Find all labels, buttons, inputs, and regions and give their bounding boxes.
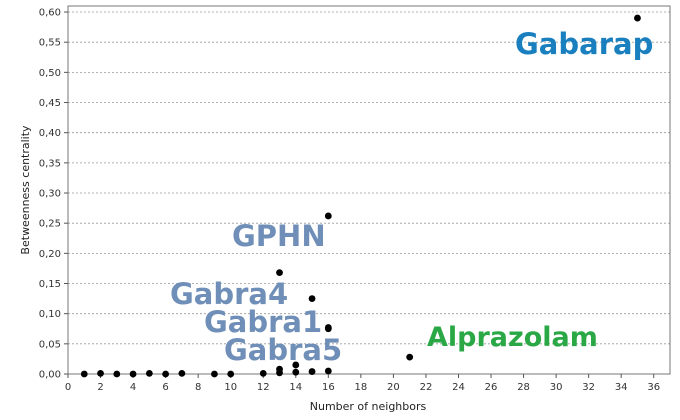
x-tick-label: 10: [224, 382, 237, 393]
data-point: [259, 369, 267, 377]
data-points: [80, 14, 641, 378]
grid-lines: [68, 11, 670, 345]
y-tick-label: 0,10: [39, 309, 61, 320]
x-tick-label: 28: [517, 382, 530, 393]
data-point: [634, 14, 641, 22]
data-point: [145, 369, 153, 377]
y-tick-label: 0,35: [39, 158, 61, 169]
x-tick-label: 34: [615, 382, 628, 393]
x-tick-label: 30: [550, 382, 563, 393]
data-point: [129, 370, 137, 378]
annotation-gabra5: Gabra5: [224, 333, 342, 367]
data-point: [324, 367, 332, 375]
y-tick-label: 0,25: [39, 219, 61, 230]
data-point: [227, 370, 235, 378]
data-point: [308, 368, 316, 375]
data-point: [178, 369, 186, 377]
data-point: [292, 361, 300, 369]
point-annotations: Gabarap GPHN Gabra4 Gabra1 Gabra5 Alpraz…: [170, 27, 653, 367]
annotation-gphn: GPHN: [232, 219, 326, 253]
x-tick-label: 24: [452, 382, 465, 393]
annotation-gabarap: Gabarap: [515, 27, 653, 61]
y-axis-label: Betweenness centrality: [19, 125, 32, 255]
y-tick-label: 0,30: [39, 189, 61, 200]
y-tick-label: 0,50: [39, 68, 61, 79]
y-tick-label: 0,05: [39, 339, 61, 350]
x-tick-label: 20: [387, 382, 400, 393]
data-point: [276, 269, 283, 277]
data-point: [324, 324, 332, 331]
y-tick-label: 0,40: [39, 128, 61, 139]
data-point: [308, 295, 316, 302]
data-point: [324, 212, 332, 220]
x-tick-label: 16: [322, 382, 335, 393]
y-tick-label: 0,55: [39, 38, 61, 49]
x-tick-label: 12: [257, 382, 270, 393]
data-point: [80, 370, 88, 378]
x-tick-label: 8: [195, 382, 201, 393]
y-tick-label: 0,15: [39, 279, 61, 290]
x-tick-label: 4: [130, 382, 136, 393]
data-point: [292, 368, 300, 376]
x-tick-label: 26: [485, 382, 498, 393]
y-axis-ticks: 0,00 0,05 0,10 0,15 0,20 0,25 0,30 0,35 0,40 0,45…: [39, 8, 68, 381]
y-tick-label: 0,45: [39, 98, 61, 109]
y-tick-label: 0,60: [39, 8, 61, 19]
data-point: [211, 370, 218, 378]
data-point: [113, 370, 121, 378]
x-axis-ticks: 0 2 4 6 8 10 12 14 16 18 20 22 24 26 28 30 32 34 36: [65, 374, 660, 393]
x-tick-label: 18: [354, 382, 367, 393]
data-point: [162, 370, 170, 378]
x-tick-label: 6: [162, 382, 168, 393]
x-tick-label: 32: [582, 382, 595, 393]
data-point: [97, 369, 104, 377]
y-tick-label: 0,20: [39, 249, 61, 260]
data-point: [406, 353, 414, 361]
annotation-gabra4: Gabra4: [170, 277, 288, 311]
y-tick-label: 0,00: [39, 370, 61, 381]
x-axis-label: Number of neighbors: [310, 400, 427, 413]
annotation-gabra1: Gabra1: [204, 305, 322, 339]
x-tick-label: 14: [289, 382, 302, 393]
data-point: [276, 365, 283, 373]
x-tick-label: 36: [647, 382, 660, 393]
x-tick-label: 22: [420, 382, 433, 393]
annotation-alprazolam: Alprazolam: [427, 322, 598, 353]
x-tick-label: 0: [65, 382, 71, 393]
plot-area: [67, 5, 671, 375]
x-tick-label: 2: [97, 382, 103, 393]
